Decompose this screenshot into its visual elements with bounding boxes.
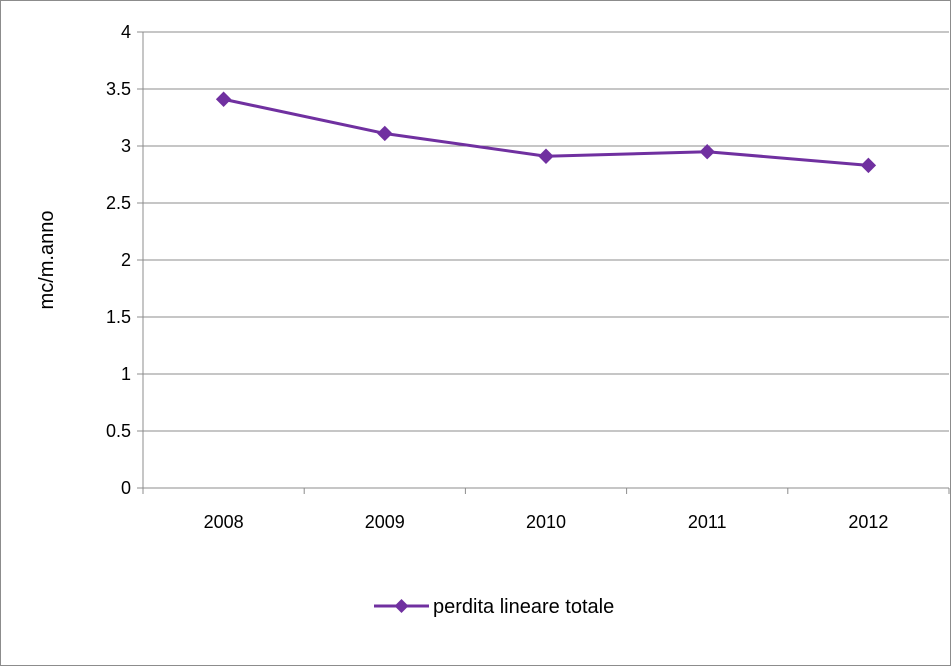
- y-tick-label: 0: [121, 478, 131, 498]
- y-tick-label: 0.5: [106, 421, 131, 441]
- series-layer: [215, 91, 877, 174]
- tick-labels: 0 0.5 1 1.5 2 2.5 3 3.5 4 2008 2009 2010 2011 2012: [106, 22, 888, 532]
- axes: [137, 31, 950, 494]
- data-point-marker: [538, 148, 554, 164]
- legend-diamond-icon: [394, 599, 409, 613]
- y-tick-label: 2.5: [106, 193, 131, 213]
- y-tick-label: 4: [121, 22, 131, 42]
- y-tick-label: 1.5: [106, 307, 131, 327]
- y-tick-label: 2: [121, 250, 131, 270]
- x-tick-label: 2012: [848, 512, 888, 532]
- y-axis-title: mc/m.anno: [36, 211, 58, 310]
- x-tick-label: 2011: [688, 512, 727, 532]
- data-point-marker: [215, 91, 232, 107]
- legend: perdita lineare totale: [374, 596, 614, 618]
- y-tick-label: 1: [121, 364, 131, 384]
- x-tick-label: 2009: [365, 512, 405, 532]
- data-point-marker: [699, 143, 715, 160]
- x-tick-label: 2008: [204, 512, 244, 532]
- legend-label: perdita lineare totale: [433, 596, 614, 618]
- gridlines: [143, 31, 949, 432]
- x-tick-label: 2010: [526, 512, 566, 532]
- y-tick-label: 3: [121, 136, 131, 156]
- data-point-marker: [377, 125, 393, 142]
- data-point-marker: [860, 157, 877, 174]
- y-tick-label: 3.5: [106, 79, 131, 99]
